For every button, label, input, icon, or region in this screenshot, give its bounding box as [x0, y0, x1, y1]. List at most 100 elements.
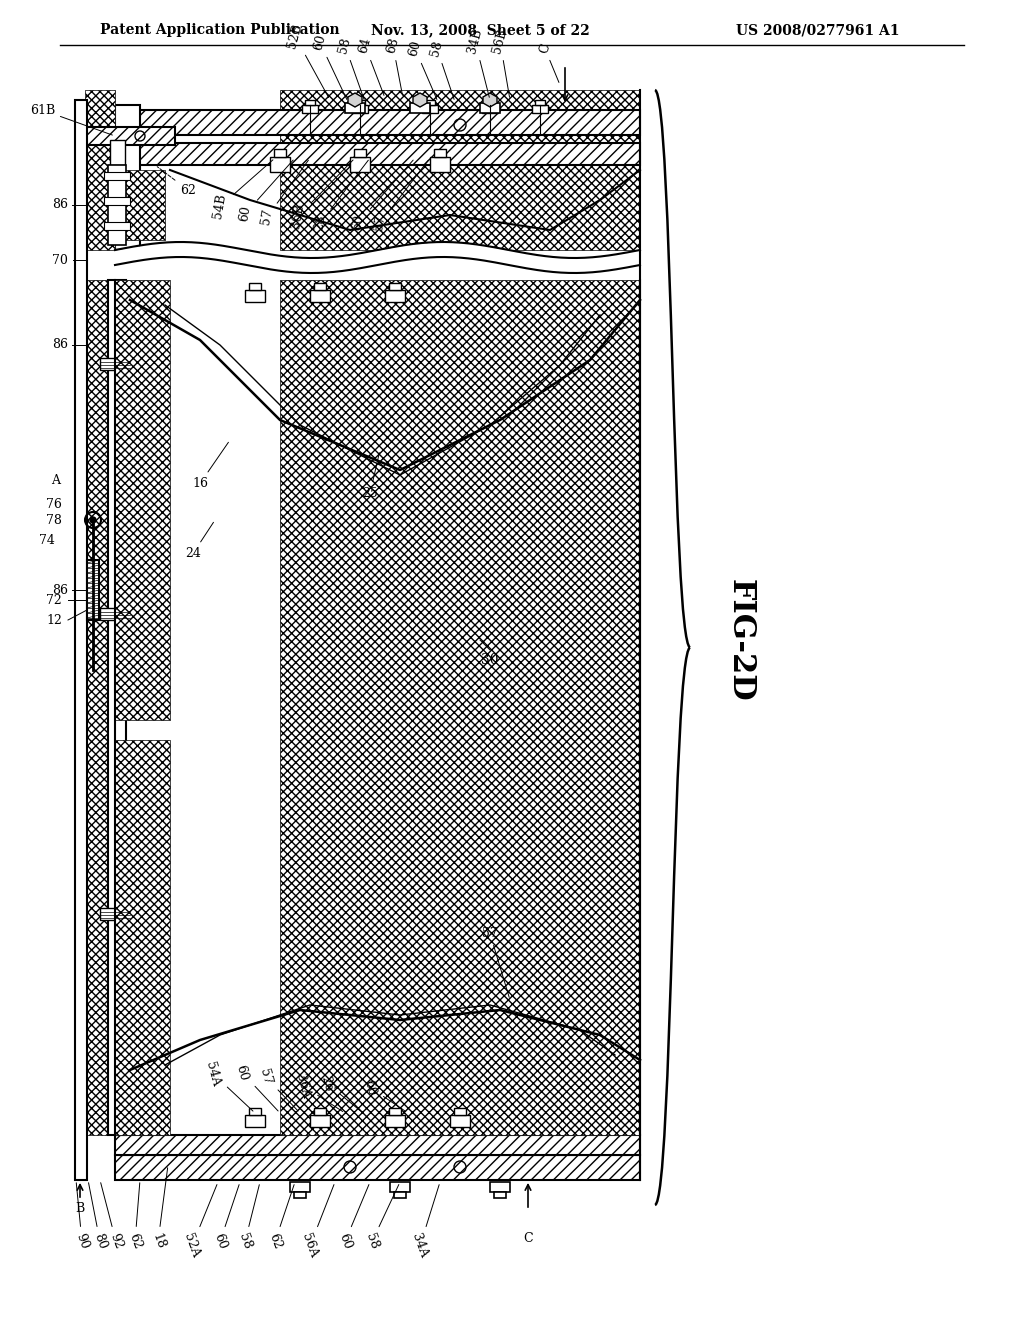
Text: 52B: 52B	[286, 22, 329, 98]
Text: 60: 60	[350, 160, 413, 232]
Bar	[394, 1192, 406, 1199]
Bar	[484, 96, 496, 103]
Bar	[100, 908, 130, 920]
Circle shape	[90, 517, 96, 523]
Text: 60: 60	[211, 1184, 240, 1251]
Bar	[108, 280, 126, 1135]
Bar	[532, 106, 548, 114]
Bar	[414, 96, 426, 103]
Bar	[270, 157, 290, 172]
Bar	[485, 100, 495, 106]
Bar	[108, 165, 126, 246]
Text: 76: 76	[46, 499, 62, 511]
Text: 12: 12	[46, 614, 62, 627]
Text: 26: 26	[318, 1074, 360, 1111]
Text: Patent Application Publication: Patent Application Publication	[100, 22, 340, 37]
Text: 56B: 56B	[490, 28, 510, 98]
Bar	[115, 1135, 640, 1155]
Bar	[245, 290, 265, 302]
Bar	[480, 103, 500, 114]
Text: 86: 86	[52, 198, 68, 211]
Polygon shape	[115, 170, 165, 240]
Text: FIG-2D: FIG-2D	[725, 578, 756, 701]
Text: 80: 80	[88, 1183, 109, 1251]
Bar	[434, 149, 446, 157]
Text: 86: 86	[52, 338, 68, 351]
Bar	[310, 290, 330, 302]
Polygon shape	[413, 92, 427, 107]
Bar	[115, 1155, 640, 1180]
Text: 30: 30	[481, 653, 499, 667]
Text: 28: 28	[312, 160, 369, 232]
Polygon shape	[115, 741, 170, 1135]
Text: A: A	[51, 474, 60, 487]
Bar	[385, 1115, 406, 1127]
Bar	[355, 100, 365, 106]
Bar	[115, 1155, 640, 1180]
Text: US 2008/0277961 A1: US 2008/0277961 A1	[736, 22, 900, 37]
Text: 52A: 52A	[181, 1184, 217, 1259]
Bar	[302, 106, 318, 114]
Polygon shape	[85, 280, 115, 1135]
Text: 68: 68	[385, 36, 402, 95]
Text: Nov. 13, 2008  Sheet 5 of 22: Nov. 13, 2008 Sheet 5 of 22	[371, 22, 590, 37]
Bar	[85, 127, 175, 145]
Polygon shape	[280, 90, 640, 249]
Text: 16: 16	[193, 442, 228, 490]
Bar	[87, 560, 99, 620]
Text: 57: 57	[257, 1067, 298, 1111]
Bar	[422, 106, 438, 114]
Bar	[75, 100, 87, 1180]
Bar	[490, 1181, 510, 1192]
Polygon shape	[85, 90, 115, 249]
Text: 60: 60	[361, 1078, 406, 1111]
Text: 36B: 36B	[290, 160, 353, 230]
Text: 57: 57	[373, 160, 428, 232]
Bar	[274, 149, 286, 157]
Bar	[385, 290, 406, 302]
Bar	[100, 609, 130, 620]
Text: 36A: 36A	[294, 1072, 343, 1111]
Bar	[350, 157, 370, 172]
Bar	[345, 103, 365, 114]
Bar	[482, 106, 498, 114]
Text: 78: 78	[46, 513, 62, 527]
Polygon shape	[348, 92, 362, 107]
Bar	[249, 1107, 261, 1115]
Text: 60: 60	[407, 40, 437, 99]
Bar	[410, 103, 430, 114]
Text: 74: 74	[39, 533, 55, 546]
Bar	[294, 1192, 306, 1199]
Text: 62: 62	[158, 166, 196, 197]
Bar	[349, 96, 361, 103]
Text: 54B: 54B	[211, 160, 273, 220]
Text: 60: 60	[238, 160, 293, 223]
Bar	[100, 358, 130, 370]
Text: 64: 64	[356, 36, 384, 95]
Text: 57: 57	[482, 927, 509, 998]
Bar	[450, 1115, 470, 1127]
Bar	[494, 1192, 506, 1199]
Bar	[115, 1135, 640, 1155]
Bar	[352, 106, 368, 114]
Bar	[454, 1107, 466, 1115]
Bar	[310, 1115, 330, 1127]
Bar	[115, 110, 640, 135]
Bar	[535, 100, 545, 106]
Text: 90: 90	[73, 1183, 91, 1251]
Bar	[314, 282, 326, 290]
Text: 25: 25	[362, 453, 379, 500]
Bar	[115, 143, 640, 165]
Bar	[245, 1115, 265, 1127]
Bar	[249, 282, 261, 290]
Bar	[425, 100, 435, 106]
Text: 58: 58	[237, 1184, 259, 1251]
Text: 34B: 34B	[466, 28, 489, 98]
Bar	[115, 106, 140, 249]
Text: 60: 60	[233, 1063, 279, 1111]
Text: 72: 72	[46, 594, 62, 606]
Text: 58: 58	[429, 40, 454, 99]
Bar	[314, 1107, 326, 1115]
Text: 58: 58	[337, 37, 365, 99]
Polygon shape	[280, 280, 640, 1135]
